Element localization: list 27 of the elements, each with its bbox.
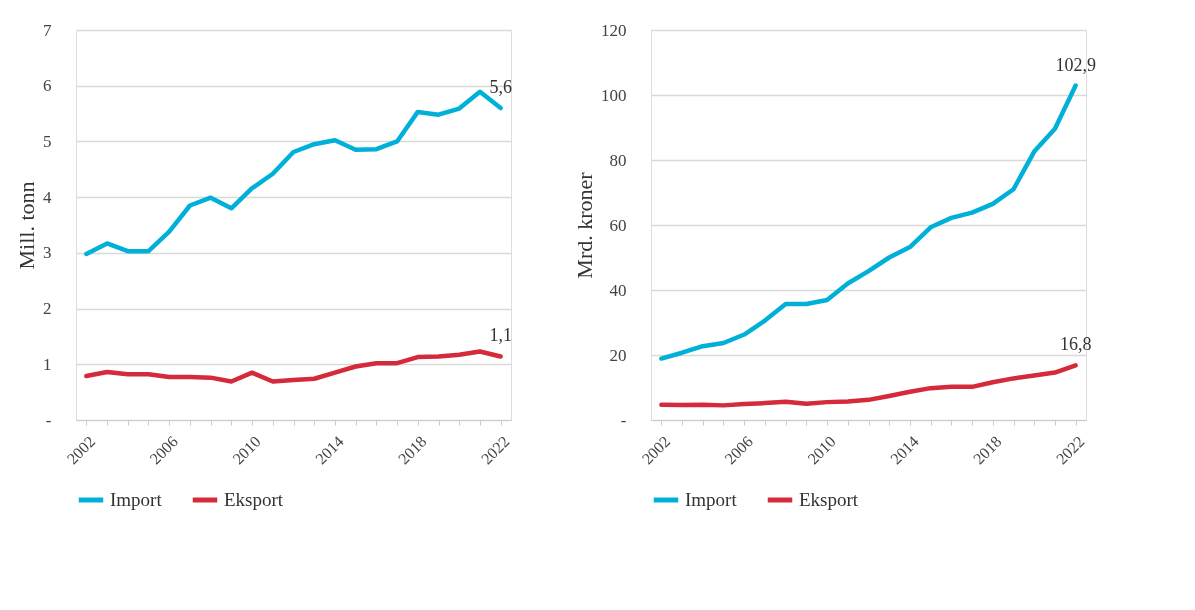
legend-label: Eksport xyxy=(799,489,859,510)
line-series xyxy=(84,349,503,384)
y-tick-label: 6 xyxy=(43,76,52,96)
legend-label: Import xyxy=(110,489,163,510)
data-label: 16,8 xyxy=(1059,334,1092,355)
y-tick-label: 40 xyxy=(609,280,627,300)
y-tick-label: 2 xyxy=(43,299,52,319)
y-tick-label: 1 xyxy=(43,354,52,374)
y-tick-label: 3 xyxy=(43,243,52,263)
y-tick-label: - xyxy=(620,410,627,430)
legend-label: Eksport xyxy=(224,489,284,510)
y-tick-label: 4 xyxy=(43,187,52,207)
y-axis-title: Mill. tonn xyxy=(14,181,39,270)
data-label: 1,1 xyxy=(489,325,512,346)
y-tick-label: 60 xyxy=(609,215,627,235)
y-tick-label: 7 xyxy=(43,20,52,40)
legend-label: Import xyxy=(685,489,738,510)
y-tick-label: 5 xyxy=(43,131,52,151)
y-axis-title: Mrd. kroner xyxy=(572,171,597,279)
y-tick-label: - xyxy=(45,410,52,430)
data-label: 102,9 xyxy=(1055,54,1096,75)
line-series xyxy=(659,363,1078,408)
y-tick-label: 100 xyxy=(601,85,627,105)
y-tick-label: 120 xyxy=(601,20,627,40)
y-tick-label: 80 xyxy=(609,150,627,170)
data-label: 5,6 xyxy=(489,77,512,97)
y-tick-label: 20 xyxy=(609,345,627,365)
